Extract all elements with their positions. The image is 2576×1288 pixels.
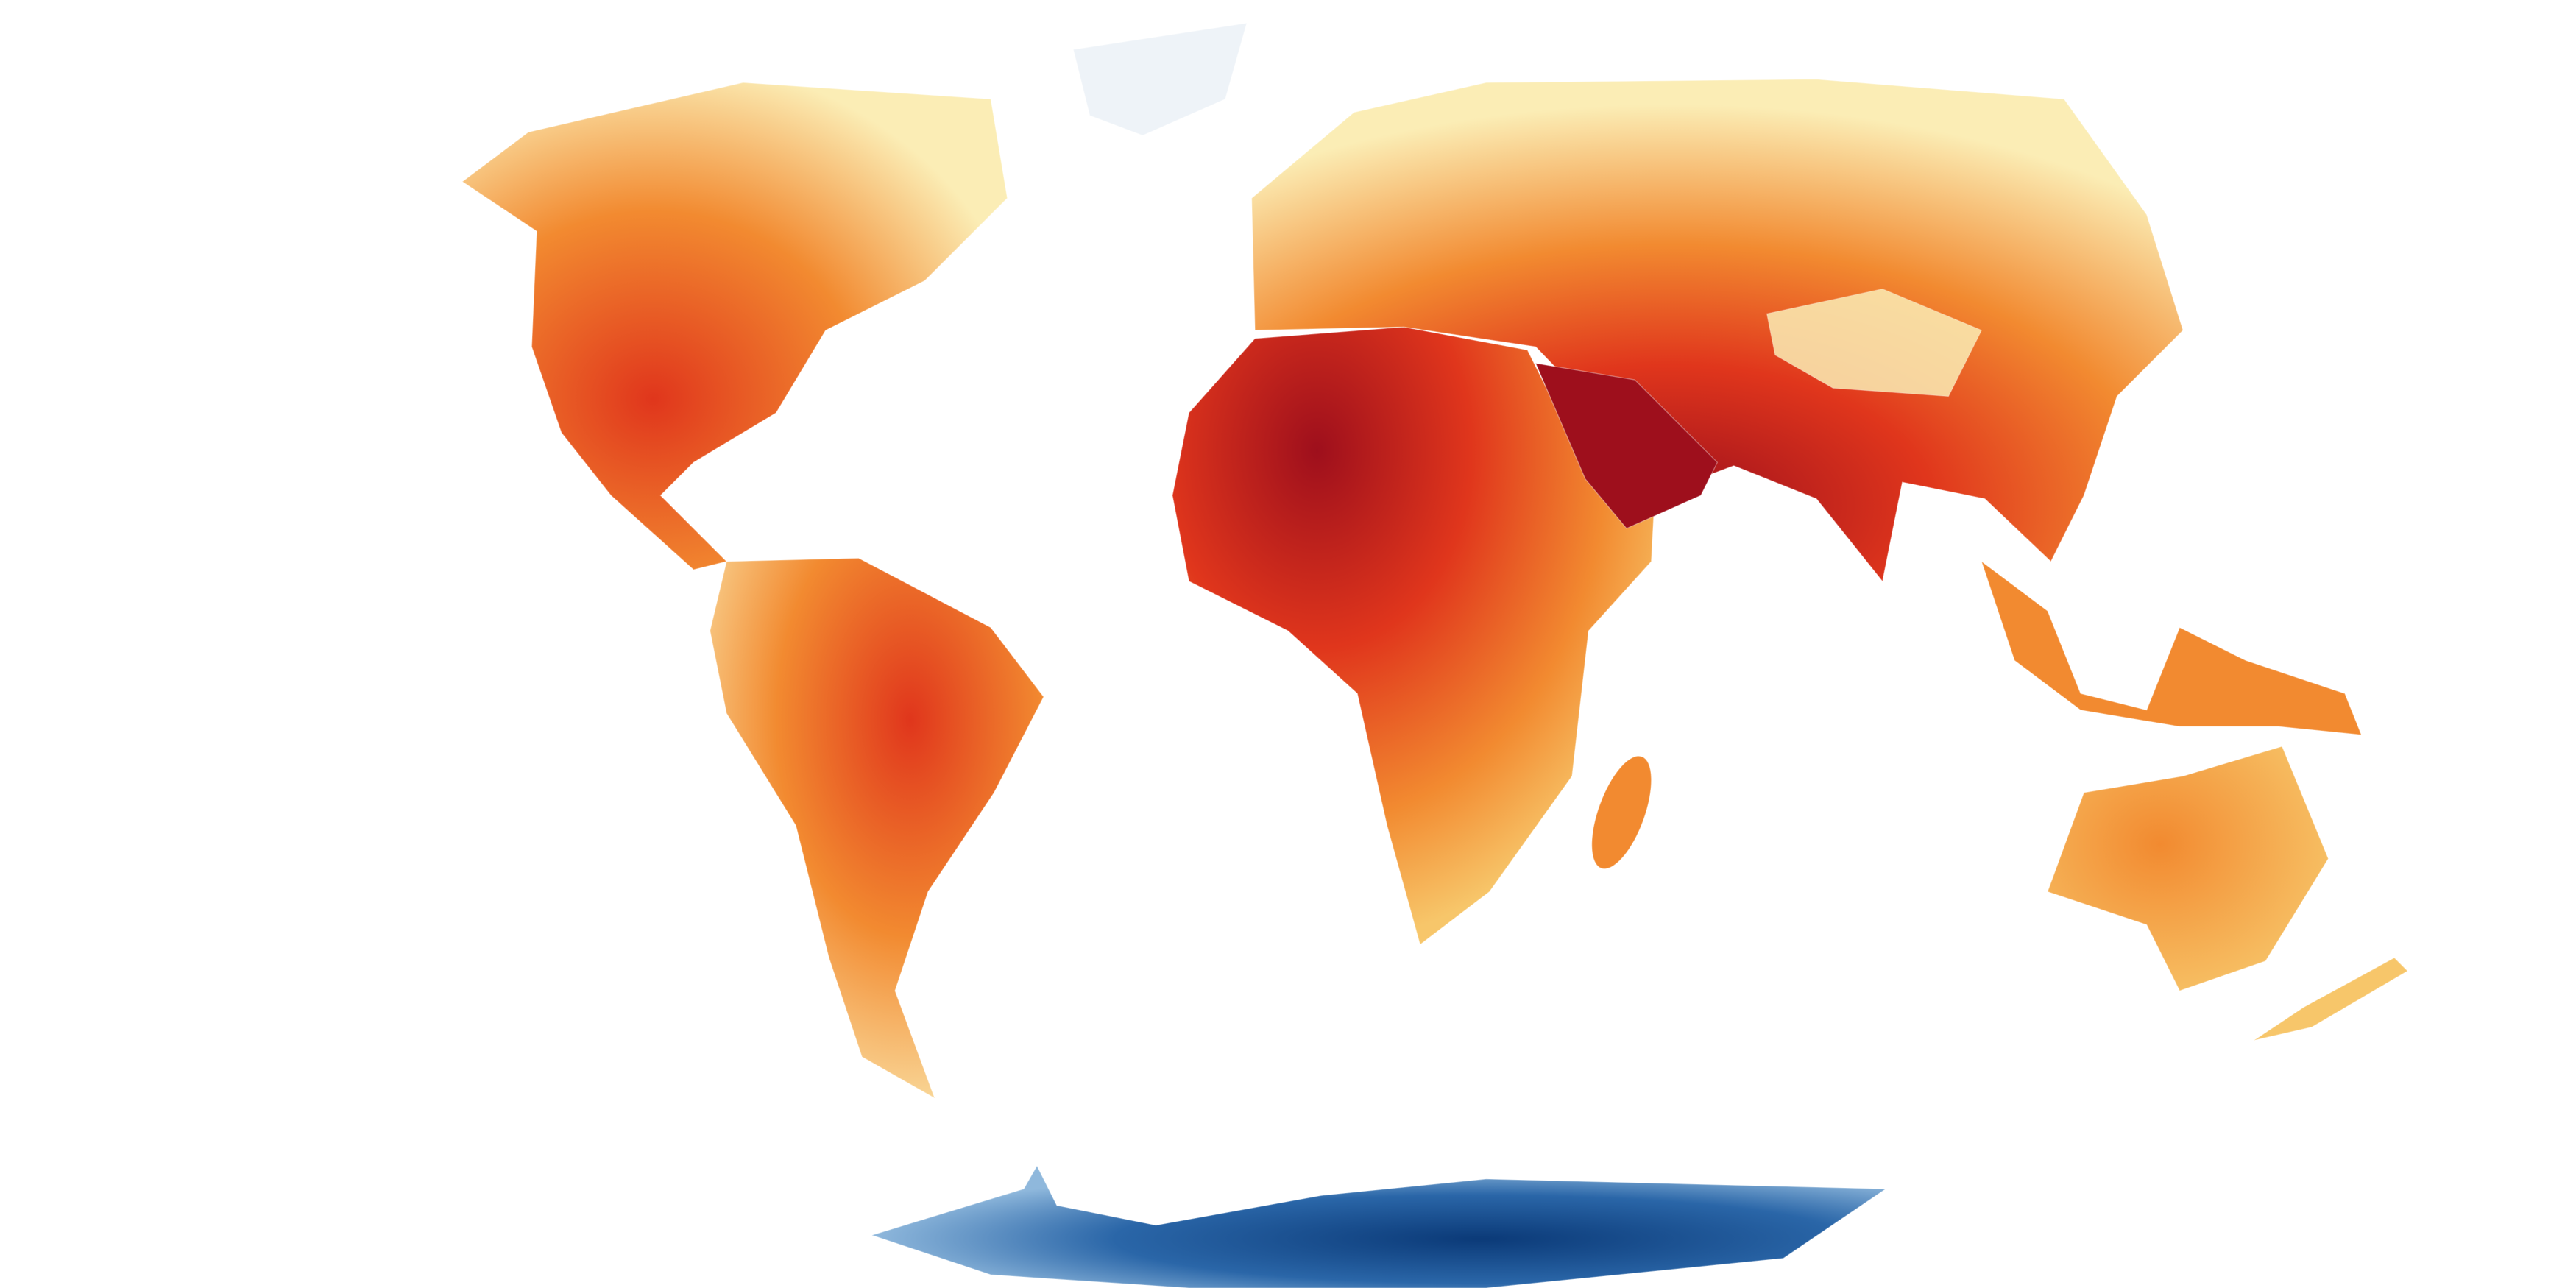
indonesia (1980, 559, 2363, 736)
new-zealand (2254, 957, 2409, 1041)
north-america (461, 82, 1008, 570)
arabian-peninsula (1535, 362, 1719, 529)
australia (2047, 746, 2329, 991)
tibetan-plateau (1766, 288, 1983, 397)
madagascar (1591, 755, 1652, 870)
greenland (1072, 22, 1248, 136)
antarctica (870, 1164, 1888, 1288)
south-america (710, 557, 1044, 1100)
africa (1172, 326, 1655, 946)
